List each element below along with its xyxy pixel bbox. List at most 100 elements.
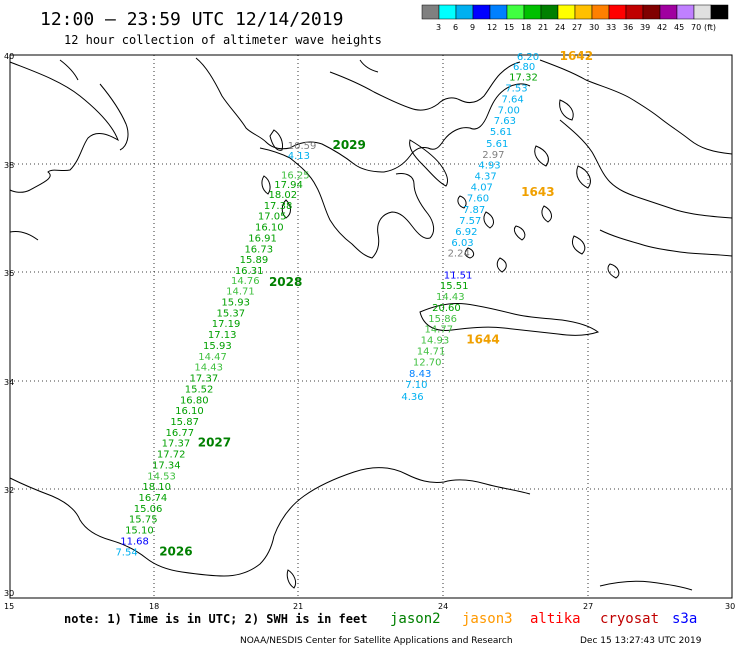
wave-height-value: 15.86 — [428, 314, 457, 325]
lat-label-34: 34 — [4, 378, 14, 387]
satellite-altika: altika — [530, 611, 581, 627]
legend-tick-label: 6 — [453, 23, 458, 32]
lon-label-27: 27 — [583, 602, 593, 611]
wave-height-value: 7.57 — [459, 216, 481, 227]
pass-time-label: 2029 — [332, 138, 365, 152]
wave-height-value: 7.64 — [501, 94, 523, 105]
wave-height-value: 15.89 — [240, 255, 269, 266]
legend-swatch — [540, 4, 559, 20]
legend-tick-label: 3 — [436, 23, 441, 32]
legend-swatch — [489, 4, 508, 20]
wave-height-value: 12.70 — [413, 357, 442, 368]
wave-height-value: 18.02 — [269, 190, 298, 201]
legend-swatch — [608, 4, 627, 20]
wave-height-value: 14.77 — [424, 325, 453, 336]
wave-height-value: 14.71 — [226, 287, 255, 298]
wave-height-value: 15.51 — [440, 281, 469, 292]
altimeter-tracks: 10.594.1316.2517.9418.0217.3817.0516.101… — [115, 52, 539, 558]
lon-labels: 15 18 21 24 27 30 — [4, 602, 735, 611]
legend-tick-label: 36 — [623, 23, 633, 32]
legend-tick-label: 45 — [674, 23, 684, 32]
legend-swatch — [506, 4, 525, 20]
wave-height-value: 17.38 — [264, 201, 293, 212]
legend-tick-label: 18 — [521, 23, 531, 32]
wave-height-value: 14.71 — [417, 346, 446, 357]
lat-label-36: 36 — [4, 269, 14, 278]
wave-height-value: 14.47 — [198, 352, 227, 363]
wave-height-value: 17.19 — [212, 319, 241, 330]
track-1642-1644: 6.206.8017.327.537.647.007.635.615.612.9… — [401, 52, 539, 403]
pass-time-label: 1644 — [466, 333, 499, 347]
lon-label-15: 15 — [4, 602, 14, 611]
legend-swatch — [625, 4, 644, 20]
wave-height-value: 16.91 — [248, 233, 277, 244]
legend-tick-label: 30 — [589, 23, 599, 32]
lat-labels: 40 38 36 34 32 30 — [4, 52, 14, 598]
wave-height-value: 17.05 — [258, 212, 287, 223]
satellite-legend: jason2 jason3 altika cryosat s3a — [390, 611, 697, 627]
wave-height-value: 7.87 — [463, 205, 485, 216]
wave-height-value: 15.10 — [125, 526, 154, 537]
legend-swatch — [421, 4, 440, 20]
wave-height-value: 20.60 — [432, 303, 461, 314]
wave-height-value: 15.06 — [134, 504, 163, 515]
satellite-cryosat: cryosat — [600, 611, 659, 627]
lon-label-24: 24 — [438, 602, 448, 611]
wave-height-value: 4.93 — [478, 161, 500, 172]
legend-tick-label: 27 — [572, 23, 582, 32]
wave-height-value: 15.93 — [203, 341, 232, 352]
wave-height-value: 17.37 — [162, 439, 191, 450]
wave-height-value: 16.77 — [166, 428, 195, 439]
wave-height-value: 17.13 — [208, 330, 237, 341]
wave-height-value: 4.37 — [475, 172, 497, 183]
lon-label-30: 30 — [725, 602, 735, 611]
wave-height-value: 7.10 — [405, 380, 427, 391]
lat-label-32: 32 — [4, 486, 14, 495]
legend-swatch — [438, 4, 457, 20]
legend-swatch — [693, 4, 712, 20]
legend-tick-label: 70 — [691, 23, 701, 32]
wave-height-value: 17.94 — [274, 180, 303, 191]
wave-height-value: 17.34 — [152, 460, 181, 471]
legend-tick-label: 15 — [504, 23, 514, 32]
wave-height-value: 7.63 — [494, 116, 516, 127]
map-gridlines — [10, 55, 732, 598]
color-scale-legend: 3 6 9 12 15 18 21 24 27 30 33 36 39 42 45 70 (ft) — [421, 4, 729, 32]
lat-label-30: 30 — [4, 589, 14, 598]
wave-height-value: 6.80 — [513, 62, 535, 73]
wave-height-value: 16.80 — [180, 395, 209, 406]
legend-swatch — [574, 4, 593, 20]
wave-height-value: 6.92 — [455, 227, 477, 238]
wave-height-value: 14.43 — [436, 292, 465, 303]
wave-height-value: 2.24 — [448, 249, 470, 260]
lon-label-21: 21 — [293, 602, 303, 611]
wave-height-value: 16.73 — [244, 244, 273, 255]
wave-height-value: 14.76 — [231, 276, 260, 287]
wave-height-value: 15.37 — [217, 308, 246, 319]
legend-swatch — [557, 4, 576, 20]
map-subtitle: 12 hour collection of altimeter wave hei… — [64, 33, 382, 47]
generation-timestamp: Dec 15 13:27:43 UTC 2019 — [580, 636, 702, 646]
legend-swatch — [710, 4, 729, 20]
legend-swatch — [455, 4, 474, 20]
wave-height-value: 11.68 — [120, 536, 149, 547]
lon-label-18: 18 — [149, 602, 159, 611]
wave-height-value: 2.97 — [482, 150, 504, 161]
wave-height-value: 4.36 — [401, 392, 423, 403]
wave-height-value: 14.93 — [421, 336, 450, 347]
wave-height-value: 17.32 — [509, 73, 538, 84]
lat-label-40: 40 — [4, 52, 14, 61]
wave-height-value: 16.10 — [175, 406, 204, 417]
wave-height-value: 7.53 — [505, 84, 527, 95]
track-2026-2029: 10.594.1316.2517.9418.0217.3817.0516.101… — [115, 141, 316, 558]
satellite-s3a: s3a — [672, 611, 697, 627]
wave-height-value: 7.00 — [498, 105, 520, 116]
pass-time-labels: 2029 2028 2027 2026 1642 1643 1644 — [159, 49, 593, 558]
wave-height-value: 8.43 — [409, 369, 431, 380]
legend-swatch — [642, 4, 661, 20]
legend-swatch — [472, 4, 491, 20]
pass-time-label: 1643 — [521, 185, 554, 199]
pass-time-label: 2027 — [198, 436, 231, 450]
coastlines — [9, 57, 733, 591]
lat-label-38: 38 — [4, 161, 14, 170]
